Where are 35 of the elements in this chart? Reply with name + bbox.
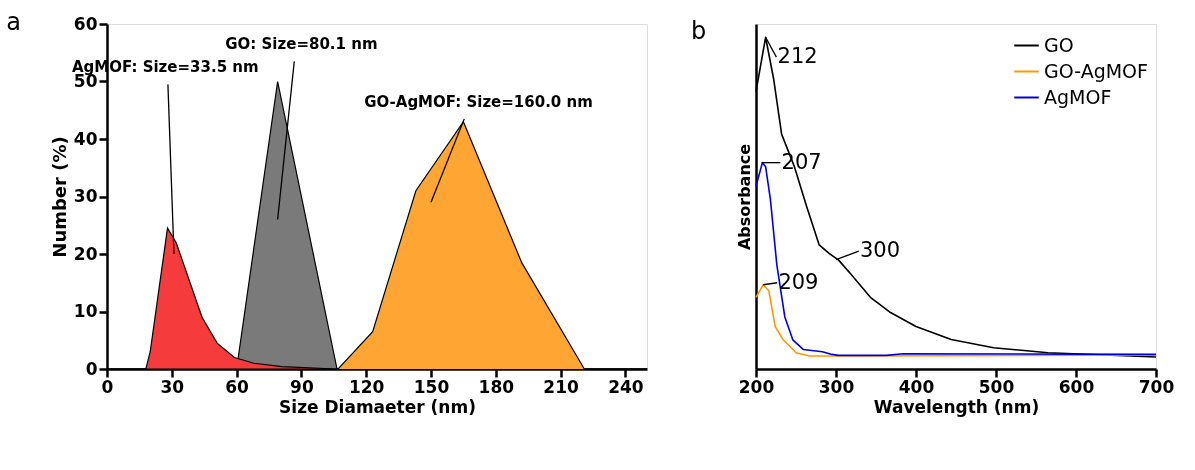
- x-tick-label: 60: [225, 376, 250, 397]
- x-tick-label: 300: [818, 376, 855, 397]
- y-axis-title: Number (%): [48, 136, 70, 258]
- x-tick-label: 400: [898, 376, 935, 397]
- x-tick-label: 90: [290, 376, 314, 397]
- annotation: 212: [777, 44, 818, 69]
- annotation: 300: [860, 238, 901, 263]
- x-axis-title: Size Diamaeter (nm): [279, 396, 476, 417]
- y-axis-title: Absorbance: [734, 143, 754, 251]
- annotation: GO-AgMOF: Size=160.0 nm: [364, 92, 593, 111]
- legend-label: GO-AgMOF: [1044, 59, 1148, 82]
- annotation: 209: [778, 269, 819, 294]
- x-tick-label: 500: [978, 376, 1015, 397]
- x-axis-title: Wavelength (nm): [873, 396, 1040, 417]
- y-tick-label: 20: [73, 243, 98, 264]
- y-tick-label: 60: [73, 13, 98, 34]
- x-tick-label: 700: [1138, 376, 1175, 397]
- legend-label: GO: [1044, 33, 1074, 56]
- x-tick-label: 150: [413, 376, 450, 397]
- y-tick-label: 30: [73, 186, 98, 206]
- chart-title: a: [6, 8, 22, 36]
- x-tick-label: 180: [478, 376, 515, 397]
- x-tick-label: 200: [738, 376, 775, 397]
- legend-label: AgMOF: [1044, 85, 1112, 108]
- annotation: GO: Size=80.1 nm: [225, 35, 378, 54]
- y-tick-label: 10: [73, 301, 98, 321]
- y-tick-label: 40: [73, 128, 98, 149]
- x-tick-label: 30: [160, 376, 185, 397]
- x-tick-label: 210: [543, 376, 580, 397]
- x-tick-label: 600: [1058, 376, 1095, 397]
- x-tick-label: 240: [608, 376, 644, 397]
- x-tick-label: 120: [348, 376, 385, 397]
- x-tick-label: 0: [101, 376, 114, 397]
- chart-title: b: [691, 17, 707, 45]
- y-tick-label: 0: [85, 358, 98, 379]
